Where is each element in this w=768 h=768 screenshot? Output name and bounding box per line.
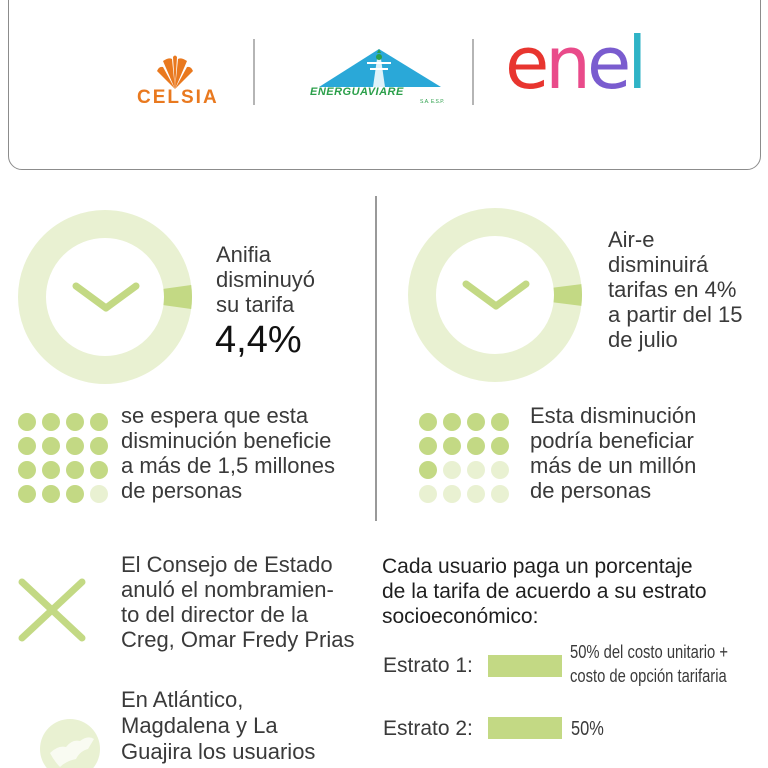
person-dot-filled [42, 413, 60, 431]
person-dot-filled [42, 461, 60, 479]
estratos-heading: Cada usuario paga un porcentaje de la ta… [382, 554, 707, 629]
person-dot-filled [42, 437, 60, 455]
person-dot-filled [66, 413, 84, 431]
left-percentage: 4,4% [215, 319, 302, 361]
right-benefit-line-4: de personas [530, 478, 652, 503]
right-line-1: Air-e [608, 227, 655, 252]
estrato-2-label: Estrato 2: [383, 717, 473, 740]
right-donut-chart [408, 208, 582, 382]
person-dot-filled [42, 485, 60, 503]
left-people-dot-grid [18, 413, 108, 503]
atlantico-line-2: Magdalena y La [121, 713, 278, 738]
atlantico-line-3: Guajira los usuarios [121, 739, 316, 764]
estrato-1-label: Estrato 1: [383, 654, 473, 677]
estrato-1-note-line-1: 50% del costo unitario + [570, 642, 728, 662]
person-dot-filled [443, 413, 461, 431]
consejo-line-2: anuló el nombramien- [121, 577, 334, 602]
person-dot-filled [467, 437, 485, 455]
enel-logo: enel [505, 21, 647, 105]
person-dot-filled [18, 437, 36, 455]
right-benefit-line-2: podría beneficiar [530, 428, 694, 453]
person-dot-filled [18, 413, 36, 431]
person-dot-empty [467, 485, 485, 503]
left-benefit-line-2: disminución beneficie [121, 428, 332, 453]
celsia-logo-icon [157, 55, 193, 89]
left-donut-chart [18, 210, 192, 384]
logo-card: CELSIA ENERGUAVIARE S.A. E.S.P. enel [8, 0, 761, 170]
person-dot-filled [419, 461, 437, 479]
right-people-dot-grid [419, 413, 509, 503]
right-line-2: disminuirá [608, 252, 709, 277]
left-benefit-line-4: de personas [121, 478, 243, 503]
person-dot-empty [467, 461, 485, 479]
energuaviare-subtitle: S.A. E.S.P. [420, 99, 445, 105]
vertical-divider [375, 196, 377, 521]
logo-separator [253, 39, 255, 105]
left-verb: disminuyó [216, 267, 316, 292]
person-dot-filled [491, 437, 509, 455]
person-dot-filled [18, 461, 36, 479]
right-benefit-line-3: más de un millón [530, 453, 697, 478]
right-line-3: tarifas en 4% [608, 277, 737, 302]
left-benefit-line-1: se espera que esta [121, 403, 309, 428]
person-dot-empty [491, 461, 509, 479]
enel-letter-n: n [545, 21, 591, 105]
left-entity-name: Anifia [216, 242, 272, 267]
estratos-heading-line-2: de la tarifa de acuerdo a su estrato [382, 580, 707, 603]
left-object: su tarifa [216, 292, 295, 317]
consejo-line-4: Creg, Omar Fredy Prias [121, 627, 355, 652]
person-dot-empty [491, 485, 509, 503]
person-dot-empty [443, 485, 461, 503]
enel-letter-e2: e [586, 21, 631, 105]
person-dot-filled [491, 413, 509, 431]
person-dot-filled [66, 437, 84, 455]
estratos-heading-line-1: Cada usuario paga un porcentaje [382, 555, 693, 578]
celsia-wordmark: CELSIA [137, 87, 219, 108]
person-dot-filled [66, 461, 84, 479]
consejo-line-3: to del director de la [121, 602, 309, 627]
right-line-5: de julio [608, 327, 678, 352]
logo-separator [472, 39, 474, 105]
enel-letter-l: l [627, 21, 647, 105]
estrato-2-note-line-1: 50% [571, 718, 604, 740]
person-dot-filled [419, 413, 437, 431]
person-dot-filled [66, 485, 84, 503]
right-line-4: a partir del 15 [608, 302, 743, 327]
consejo-line-1: El Consejo de Estado [121, 552, 333, 577]
person-dot-filled [443, 437, 461, 455]
enel-letter-e1: e [505, 21, 549, 105]
person-dot-filled [467, 413, 485, 431]
right-benefit-line-1: Esta disminución [530, 403, 697, 428]
estrato-2-bar [488, 717, 562, 739]
chevron-down-icon [462, 280, 530, 310]
estrato-1-note-line-2: costo de opción tarifaria [570, 666, 727, 686]
map-icon [40, 719, 100, 768]
estratos-heading-line-3: socioeconómico: [382, 605, 539, 628]
estrato-1-bar [488, 655, 562, 677]
person-dot-filled [90, 461, 108, 479]
person-dot-filled [90, 413, 108, 431]
person-dot-empty [419, 485, 437, 503]
energuaviare-logo-icon [319, 49, 441, 87]
person-dot-filled [419, 437, 437, 455]
person-dot-empty [90, 485, 108, 503]
left-benefit-line-3: a más de 1,5 millones [121, 453, 335, 478]
cross-icon [18, 578, 86, 642]
person-dot-filled [90, 437, 108, 455]
energuaviare-wordmark: ENERGUAVIARE [310, 86, 404, 98]
atlantico-line-1: En Atlántico, [121, 687, 244, 712]
person-dot-filled [18, 485, 36, 503]
person-dot-empty [443, 461, 461, 479]
chevron-down-icon [72, 282, 140, 312]
